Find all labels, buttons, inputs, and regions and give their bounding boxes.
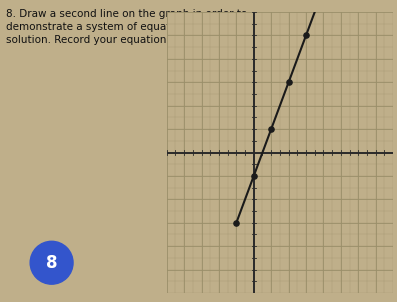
- Point: [303, 33, 309, 38]
- Point: [268, 127, 274, 132]
- Circle shape: [30, 241, 73, 284]
- Text: 8. Draw a second line on the graph in order to
demonstrate a system of equations: 8. Draw a second line on the graph in or…: [6, 9, 247, 45]
- Point: [285, 80, 292, 85]
- Point: [251, 173, 257, 178]
- Point: [233, 220, 239, 225]
- Text: 8: 8: [46, 254, 57, 272]
